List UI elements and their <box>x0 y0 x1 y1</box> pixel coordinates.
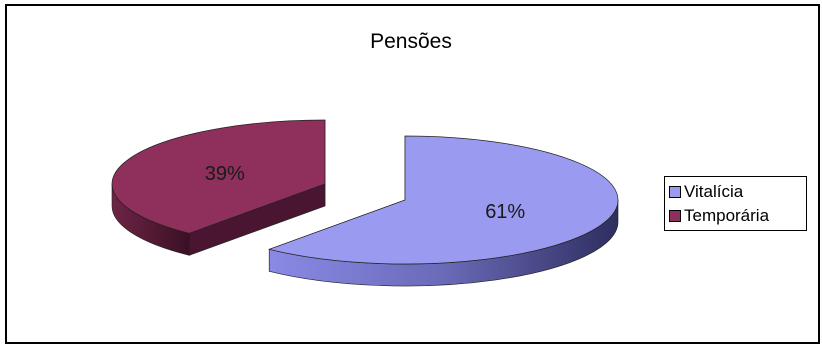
chart-title: Pensões <box>370 30 452 53</box>
pie-slice-temporaria <box>111 119 326 256</box>
legend-label-vitalicia: Vitalícia <box>684 182 744 201</box>
legend-swatch-temporaria <box>669 210 681 222</box>
legend-item-vitalicia: Vitalícia <box>669 180 802 204</box>
data-label-temporaria: 39% <box>205 163 245 185</box>
pie-slice-top-temporaria <box>111 119 326 234</box>
pie-slice-vitalicia <box>268 135 619 287</box>
data-label-vitalicia: 61% <box>485 201 525 223</box>
legend: Vitalícia Temporária <box>664 176 807 231</box>
legend-label-temporaria: Temporária <box>684 206 770 225</box>
legend-swatch-vitalicia <box>669 186 681 198</box>
pie-slice-top-vitalicia <box>268 135 619 265</box>
legend-item-temporaria: Temporária <box>669 204 802 228</box>
